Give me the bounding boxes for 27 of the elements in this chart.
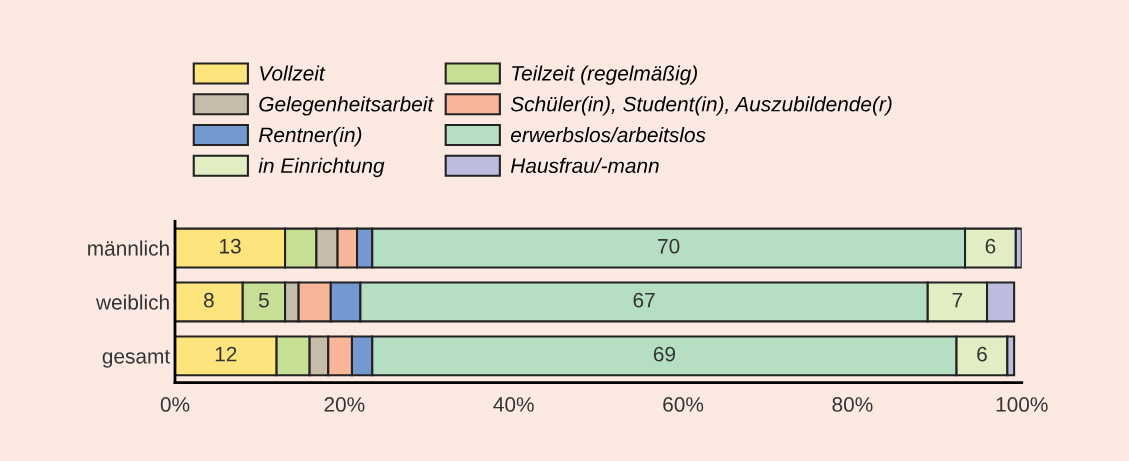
legend-label: in Einrichtung xyxy=(258,157,385,178)
legend-label: Gelegenheitsarbeit xyxy=(259,96,434,116)
data-label: 70 xyxy=(658,238,680,254)
legend-label: Teilzeit (regelmäßig) xyxy=(512,65,697,85)
data-label: 12 xyxy=(215,346,237,362)
legend-label: Hausfrau/-mann xyxy=(510,157,659,174)
y-tick-label: männlich xyxy=(88,240,169,256)
y-tick-label: weiblich xyxy=(96,294,169,310)
data-label: 5 xyxy=(258,293,269,308)
y-tick-label: gesamt xyxy=(102,349,170,368)
data-label: 8 xyxy=(203,292,214,308)
data-label: 13 xyxy=(220,238,241,254)
x-tick-label: 0% xyxy=(160,397,190,412)
legend-label: Schüler(in), Student(in), Auszubildende(r) xyxy=(510,96,892,116)
legend-label: Rentner(in) xyxy=(258,126,362,147)
x-tick-label: 80% xyxy=(832,397,873,412)
x-tick-label: 100% xyxy=(996,397,1048,412)
legend-label: erwerbslos/arbeitslos xyxy=(510,126,706,143)
data-label: 67 xyxy=(633,292,655,308)
x-tick-label: 20% xyxy=(324,397,365,412)
data-label: 7 xyxy=(952,293,963,308)
data-label: 6 xyxy=(985,238,996,254)
data-label: 6 xyxy=(977,346,987,362)
x-tick-label: 60% xyxy=(663,397,704,412)
legend-label: Vollzeit xyxy=(260,65,326,81)
data-label: 69 xyxy=(653,346,676,362)
x-tick-label: 40% xyxy=(493,397,534,412)
